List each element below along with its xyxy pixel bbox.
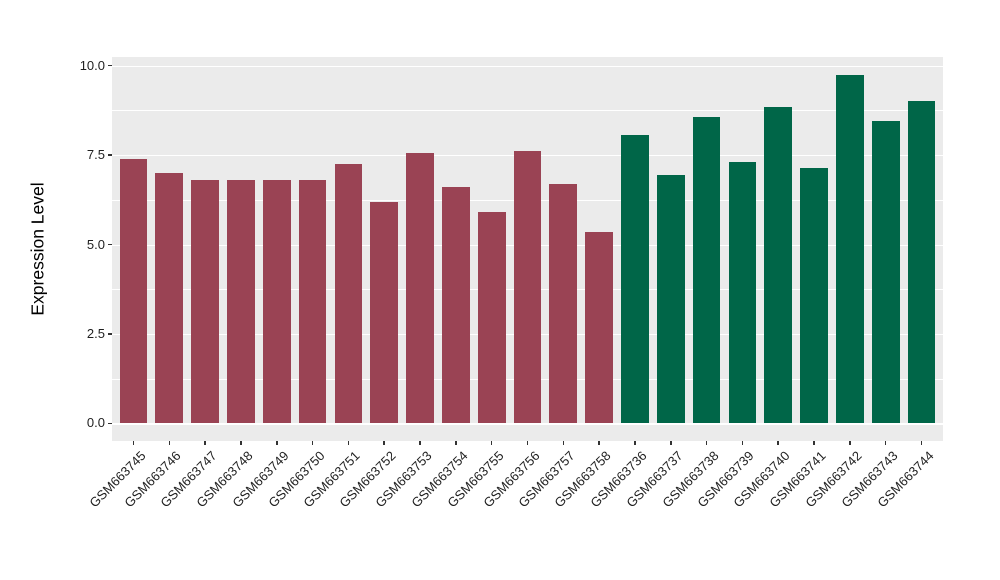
bar-gsm663750 [298, 180, 327, 424]
bar-gsm663744 [907, 101, 936, 424]
y-tick-label: 7.5 [86, 147, 105, 163]
y-tick-mark [107, 64, 112, 67]
bar-gsm663748 [227, 180, 255, 424]
bar-gsm663745 [119, 158, 148, 424]
bar-gsm663758 [585, 232, 613, 424]
bar-gsm663751 [334, 164, 363, 424]
bar-gsm663752 [370, 201, 399, 424]
plot-panel [112, 57, 943, 441]
x-tick-mark [634, 441, 636, 445]
x-tick-mark [670, 441, 672, 445]
x-tick-mark [920, 441, 923, 445]
x-tick-mark [276, 441, 278, 445]
x-tick-mark [813, 441, 815, 445]
bar-gsm663743 [871, 121, 900, 424]
bar-gsm663740 [764, 106, 793, 424]
minor-gridline [112, 110, 943, 112]
x-tick-mark [562, 441, 565, 445]
y-tick-label: 0.0 [86, 415, 105, 431]
y-tick-label: 5.0 [86, 236, 105, 252]
bar-gsm663739 [728, 162, 757, 424]
y-tick-mark [107, 333, 112, 335]
y-tick-mark [107, 154, 112, 156]
y-tick-label: 10.0 [79, 57, 105, 73]
bar-gsm663756 [513, 151, 542, 424]
bar-gsm663747 [191, 180, 219, 424]
x-tick-mark [311, 441, 314, 445]
y-tick-label: 2.5 [86, 325, 105, 341]
x-tick-mark [884, 441, 887, 445]
x-tick-mark [204, 441, 206, 445]
y-tick-mark [107, 422, 112, 425]
x-tick-mark [526, 441, 529, 445]
y-axis-title: Expression Level [27, 182, 48, 316]
bar-gsm663738 [692, 117, 721, 424]
bar-gsm663755 [477, 212, 506, 424]
bar-gsm663741 [800, 167, 828, 424]
major-gridline [112, 423, 943, 425]
x-tick-mark [240, 441, 242, 445]
x-tick-mark [419, 441, 421, 445]
x-tick-mark [132, 441, 135, 445]
y-tick-mark [107, 243, 112, 246]
bar-gsm663736 [621, 135, 649, 424]
x-tick-mark [383, 441, 385, 445]
x-tick-mark [490, 441, 493, 445]
x-tick-mark [849, 441, 851, 445]
major-gridline [112, 65, 943, 67]
x-tick-mark [777, 441, 779, 445]
x-tick-mark [168, 441, 171, 445]
bar-gsm663749 [262, 180, 291, 424]
x-tick-mark [347, 441, 350, 445]
bar-gsm663742 [835, 74, 864, 424]
bar-gsm663746 [155, 172, 184, 424]
x-tick-mark [705, 441, 708, 445]
bar-gsm663754 [441, 187, 470, 424]
x-tick-mark [598, 441, 600, 445]
x-tick-mark [455, 441, 457, 445]
bar-gsm663757 [549, 183, 578, 424]
bar-gsm663737 [656, 174, 685, 424]
x-tick-mark [741, 441, 744, 445]
bar-gsm663753 [406, 153, 434, 424]
